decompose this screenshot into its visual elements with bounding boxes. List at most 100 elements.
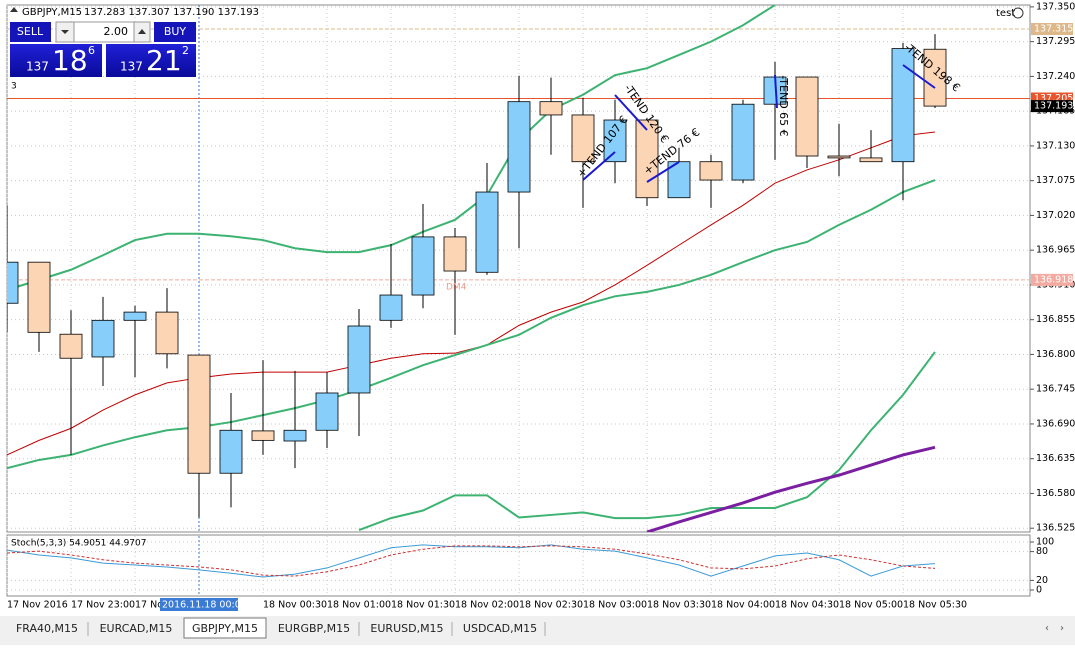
y-tick-label: 137.240 (1036, 71, 1075, 82)
y-tick-label: 136.580 (1036, 488, 1075, 499)
trade-label: -TEND 65 € (777, 75, 790, 136)
object-label: DM4 (446, 283, 467, 293)
y-tick-label: 136.800 (1036, 349, 1075, 360)
candle-body (923, 48, 947, 107)
account-name: test (996, 8, 1015, 19)
chart-header-ohlc: 137.283 137.307 137.190 137.193 (84, 7, 259, 18)
y-tick-label: 137.350 (1036, 1, 1075, 12)
trade-line (614, 94, 648, 131)
candle-body (475, 191, 499, 273)
candle-body (667, 161, 691, 199)
candle-body (347, 325, 371, 394)
step-arrow (138, 29, 146, 34)
tab-label: EURUSD,M15 (370, 622, 443, 635)
sell-button[interactable] (10, 22, 51, 42)
x-tick-label: 17 Nov (135, 600, 169, 611)
trade-line (646, 161, 680, 183)
indicator-line (7, 544, 936, 578)
dropdown-arrow (61, 30, 69, 34)
tab-label: EURCAD,M15 (100, 622, 173, 635)
y-tick-label: 137.020 (1036, 210, 1075, 221)
tab[interactable] (455, 620, 545, 637)
buy-label: BUY (164, 25, 187, 38)
candle-body (219, 429, 243, 474)
stoch-plot (7, 544, 936, 578)
indicator-line (7, 545, 936, 577)
grid (6, 5, 1030, 595)
tab-label: GBPJPY,M15 (192, 622, 258, 635)
tab[interactable] (91, 620, 181, 637)
tab[interactable] (362, 620, 452, 637)
sell-price-big: 137 (26, 60, 49, 74)
price-tag-label: 137.315 (1034, 24, 1073, 35)
stoch-label: Stoch(5,3,3) 54.9051 44.9707 (11, 539, 146, 549)
tab-label: EURGBP,M15 (278, 622, 350, 635)
candle-body (699, 161, 723, 181)
x-tick-label: 18 Nov 02:30 (519, 600, 583, 611)
candle-body (507, 101, 531, 193)
y-tick-label: 136.855 (1036, 314, 1075, 325)
buy-button[interactable] (154, 22, 196, 42)
y-tick-label: 136.745 (1036, 384, 1075, 395)
candle-body (891, 48, 915, 163)
trade-line (582, 151, 616, 181)
account-icon[interactable] (1012, 7, 1024, 19)
candle-body (283, 429, 307, 442)
x-tick-label: 18 Nov 05:00 (839, 600, 903, 611)
price-tag (1031, 100, 1073, 113)
x-tick-label: 17 Nov 2016 (7, 600, 68, 611)
stoch-frame (6, 534, 1031, 597)
buy-price-box[interactable] (106, 44, 196, 77)
y-tick-label: 136.965 (1036, 245, 1075, 256)
candle-body (539, 101, 563, 116)
candle-body (123, 311, 147, 321)
x-tick-label: 18 Nov 02:00 (455, 600, 519, 611)
x-tick-label: 18 Nov 01:00 (327, 600, 391, 611)
y-tick-label: 136.690 (1036, 418, 1075, 429)
buy-price-small: 2 (182, 44, 189, 57)
price-tag (1031, 23, 1073, 36)
x-tick-label: 18 Nov 04:00 (711, 600, 775, 611)
tab-scroll-right[interactable]: › (1060, 623, 1064, 634)
candle-body (59, 333, 83, 359)
candle-body (859, 157, 883, 163)
volume-value: 2.00 (104, 25, 129, 38)
sell-price-main: 18 (52, 44, 88, 77)
indicator-line (7, 179, 936, 470)
header-marker (10, 7, 18, 12)
tab[interactable] (6, 620, 88, 637)
tab[interactable] (183, 617, 267, 639)
stoch-tick-label: 0 (1036, 585, 1042, 596)
price-tag-label: 137.193 (1034, 101, 1073, 112)
tabs: FRA40,M15 EURCAD,M15 GBPJPY,M15 EURGBP,M15 E… (6, 617, 546, 639)
x-tick-label: 18 Nov 03:00 (583, 600, 647, 611)
x-tick-label: 18 Nov 00:30 (263, 600, 327, 611)
tab-scroll-left[interactable]: ‹ (1045, 623, 1049, 634)
candle-body (571, 114, 595, 163)
axes: 137.350137.295137.240137.185137.130137.0… (7, 1, 1075, 611)
buy-price-big: 137 (120, 60, 143, 74)
candle-body (187, 354, 211, 474)
candle-body (155, 311, 179, 355)
x-tick-label: 18 Nov 04:30 (775, 600, 839, 611)
candle-body (251, 430, 275, 441)
price-tag-label: 136.918 (1034, 274, 1073, 285)
stoch-tick-label: 20 (1036, 575, 1048, 586)
x-tick-label: 17 Nov 23:00 (71, 600, 135, 611)
trade-lines (582, 64, 936, 183)
candle-body (7, 261, 19, 304)
x-tick-label: 18 Nov 03:30 (647, 600, 711, 611)
tab[interactable] (269, 620, 359, 637)
sell-price-small: 6 (88, 44, 95, 57)
candle-body (827, 155, 851, 159)
sell-label: SELL (17, 25, 44, 38)
trade-line (902, 64, 936, 89)
indicator-count: 3 (11, 82, 17, 92)
tab-label: FRA40,M15 (16, 622, 78, 635)
y-tick-label: 137.075 (1036, 175, 1075, 186)
candle-body (411, 236, 435, 296)
candle-body (795, 76, 819, 157)
sell-price-box[interactable] (10, 44, 102, 77)
buy-price-main: 21 (146, 44, 182, 77)
